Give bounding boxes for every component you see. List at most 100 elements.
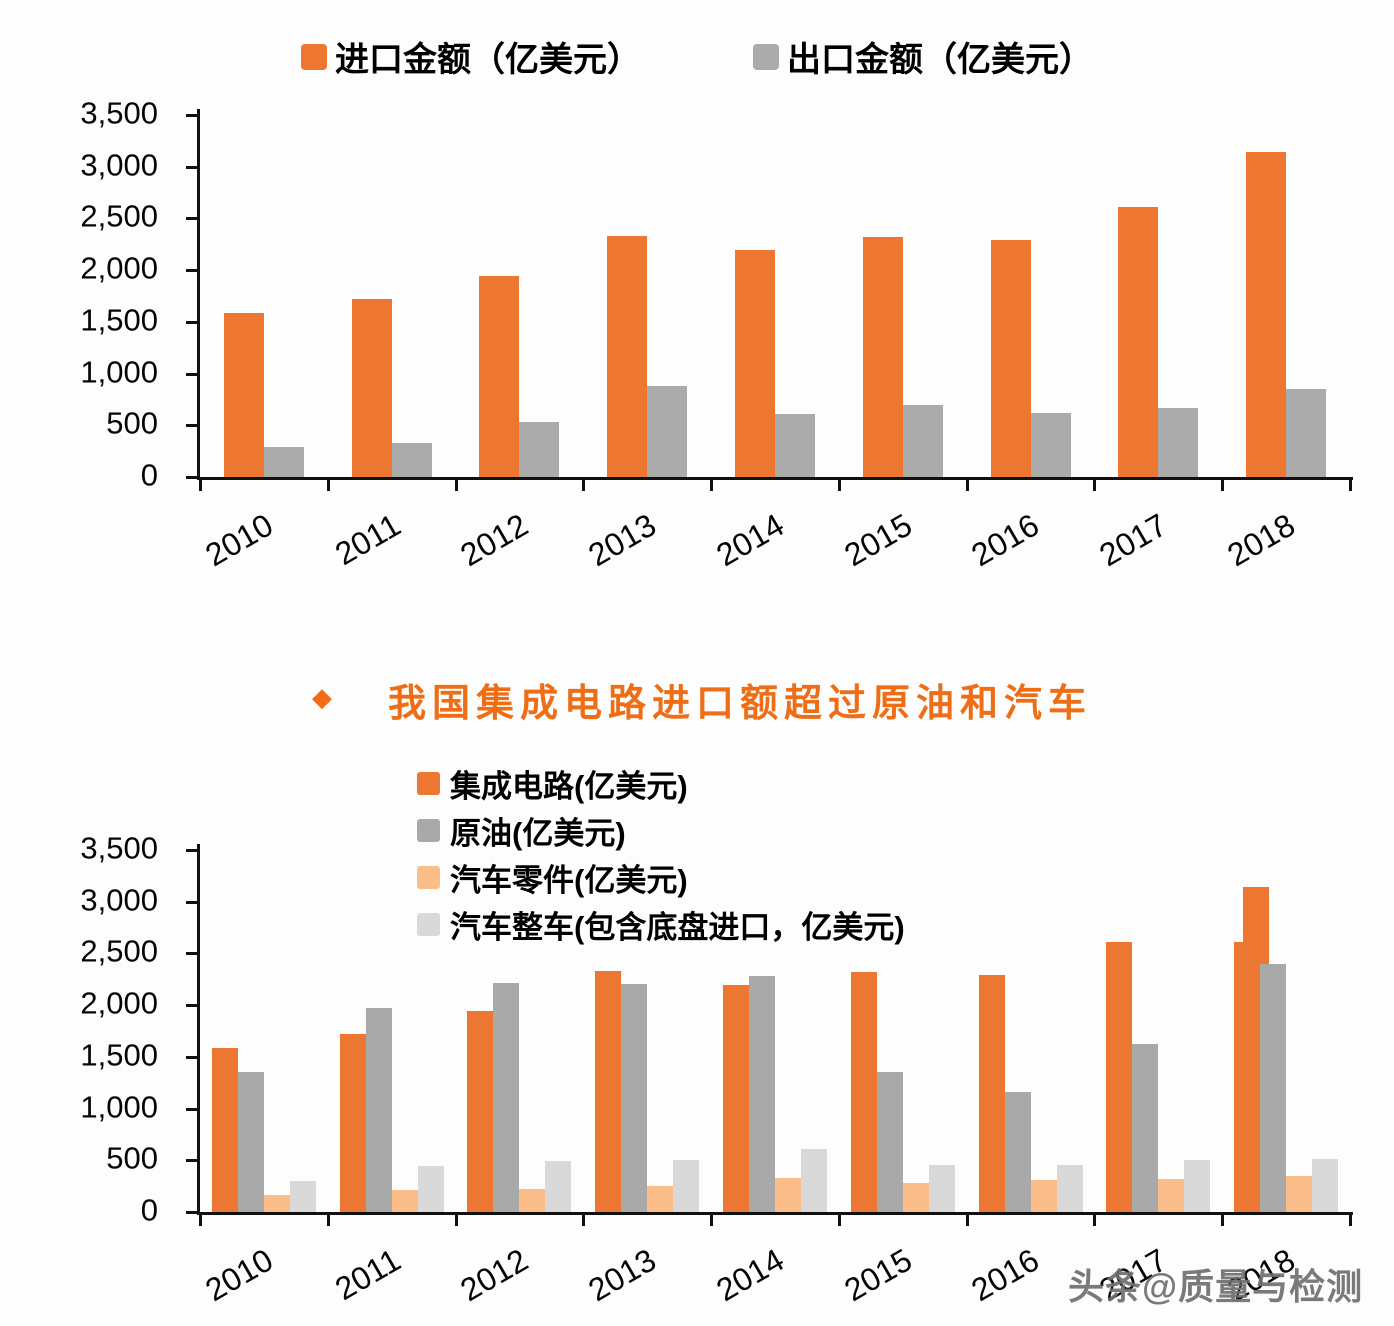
bar-出口金额（亿美元）-2013 xyxy=(647,385,688,477)
y-axis-tick xyxy=(186,165,197,169)
bar-汽车整车(包含底盘进口，亿美元)-2013 xyxy=(673,1159,700,1212)
x-axis-label-2018: 2018 xyxy=(1221,506,1301,574)
crude-oil-series-swatch xyxy=(417,819,440,842)
bar-原油(亿美元)-2016 xyxy=(1004,1091,1031,1212)
x-axis-tick xyxy=(326,1215,330,1226)
bar-集成电路(亿美元)-2017 xyxy=(1106,942,1133,1212)
y-axis-tick xyxy=(186,114,197,117)
bar-汽车整车(包含底盘进口，亿美元)-2017 xyxy=(1184,1159,1211,1212)
bar-出口金额（亿美元）-2012 xyxy=(519,421,560,477)
auto-parts-series-swatch xyxy=(417,866,440,889)
x-axis-tick xyxy=(1221,1215,1225,1226)
legend-label-import: 进口金额（亿美元） xyxy=(335,41,641,79)
x-axis-label-2013: 2013 xyxy=(582,1241,662,1309)
bar-汽车零件(亿美元)-2018 xyxy=(1286,1175,1313,1212)
y-axis-tick xyxy=(186,849,197,852)
x-axis-label-2012: 2012 xyxy=(454,1241,535,1309)
x-axis-tick xyxy=(326,480,330,491)
bar-汽车整车(包含底盘进口，亿美元)-2012 xyxy=(545,1161,572,1212)
x-axis-tick xyxy=(454,1215,458,1226)
bar-进口金额（亿美元）-2018 xyxy=(1246,152,1287,477)
bar-汽车整车(包含底盘进口，亿美元)-2018 xyxy=(1312,1159,1339,1212)
bar-汽车整车(包含底盘进口，亿美元)-2015 xyxy=(928,1165,955,1212)
y-axis-tick-label: 2,500 xyxy=(80,933,158,969)
bar-原油(亿美元)-2014 xyxy=(749,975,775,1212)
bar-原油(亿美元)-2015 xyxy=(876,1072,903,1212)
x-axis-tick xyxy=(710,1215,714,1226)
legend-label-whole-vehicles: 汽车整车(包含底盘进口，亿美元) xyxy=(450,910,905,945)
x-axis-label-2016: 2016 xyxy=(965,1241,1046,1309)
bar-出口金额（亿美元）-2014 xyxy=(775,413,815,477)
bar-汽车零件(亿美元)-2014 xyxy=(775,1177,801,1212)
x-axis-tick xyxy=(1221,480,1225,491)
legend-label-export: 出口金额（亿美元） xyxy=(787,41,1093,79)
y-axis-tick-label: 1,000 xyxy=(80,1089,158,1125)
y-axis-tick xyxy=(186,1004,197,1008)
y-axis-tick-label: 3,500 xyxy=(80,95,158,131)
bar-集成电路(亿美元)-2015 xyxy=(850,972,877,1212)
x-axis-tick xyxy=(199,480,202,491)
y-axis-tick-label: 1,500 xyxy=(80,302,158,338)
legend-item-ic: 集成电路(亿美元) xyxy=(417,760,905,807)
y-axis-tick-label: 0 xyxy=(140,457,158,493)
y-axis-tick-label: 2,000 xyxy=(80,985,158,1021)
x-axis-tick xyxy=(199,1215,202,1226)
bar-汽车零件(亿美元)-2016 xyxy=(1030,1180,1057,1212)
y-axis-tick-label: 0 xyxy=(140,1192,158,1228)
x-axis-tick xyxy=(965,480,969,491)
bar-集成电路(亿美元)-2016 xyxy=(978,975,1005,1212)
x-axis-label-2011: 2011 xyxy=(328,1241,407,1308)
diamond-bullet-icon: ◆ xyxy=(312,682,332,712)
y-axis-tick xyxy=(186,900,197,904)
x-axis-line xyxy=(197,1212,1353,1215)
legend-item-auto-parts: 汽车零件(亿美元) xyxy=(417,854,905,901)
bar-进口金额（亿美元）-2016 xyxy=(990,240,1031,477)
bar-出口金额（亿美元）-2017 xyxy=(1158,407,1199,477)
y-axis-tick-label: 1,000 xyxy=(80,354,158,390)
bar-汽车整车(包含底盘进口，亿美元)-2016 xyxy=(1056,1165,1083,1212)
x-axis-label-2014: 2014 xyxy=(710,1241,790,1309)
x-axis-tick xyxy=(454,480,458,491)
bar-出口金额（亿美元）-2018 xyxy=(1286,389,1327,477)
x-axis-tick xyxy=(582,480,586,491)
bar-出口金额（亿美元）-2016 xyxy=(1030,413,1071,477)
legend-item-import: 进口金额（亿美元） xyxy=(301,32,641,81)
watermark: 头条@质量与检测 xyxy=(1068,1266,1364,1307)
x-axis-label-2010: 2010 xyxy=(198,506,279,574)
bar-原油(亿美元)-2012 xyxy=(493,983,520,1212)
x-axis-tick xyxy=(1093,480,1097,491)
x-axis-label-2010: 2010 xyxy=(198,1241,279,1309)
x-axis-tick xyxy=(1349,1215,1352,1226)
bar-汽车整车(包含底盘进口，亿美元)-2010 xyxy=(289,1180,316,1212)
bar-原油(亿美元)-2011 xyxy=(365,1008,392,1212)
y-axis-tick-label: 3,500 xyxy=(80,830,158,866)
bar-出口金额（亿美元）-2010 xyxy=(263,447,304,477)
bar-出口金额（亿美元）-2015 xyxy=(902,405,943,477)
bar-汽车整车(包含底盘进口，亿美元)-2011 xyxy=(417,1166,444,1212)
y-axis-tick-label: 1,500 xyxy=(80,1037,158,1073)
legend-item-whole-vehicles: 汽车整车(包含底盘进口，亿美元) xyxy=(417,901,905,948)
bar-进口金额（亿美元）-2014 xyxy=(735,250,775,477)
export-series-swatch xyxy=(753,43,779,70)
y-axis-tick xyxy=(186,320,197,324)
x-axis-label-2015: 2015 xyxy=(837,506,918,574)
x-axis-label-2017: 2017 xyxy=(1093,506,1174,574)
bar-集成电路(亿美元)-2013 xyxy=(595,971,622,1212)
x-axis-tick xyxy=(837,480,841,491)
bar-集成电路(亿美元)-2010 xyxy=(211,1047,238,1212)
y-axis-tick xyxy=(186,217,197,221)
import-series-swatch xyxy=(301,43,327,70)
bar-原油(亿美元)-2010 xyxy=(237,1071,264,1212)
legend-label-crude-oil: 原油(亿美元) xyxy=(450,816,626,851)
y-axis-tick xyxy=(186,424,197,428)
y-axis-tick xyxy=(186,476,197,479)
x-axis-tick xyxy=(710,480,714,491)
x-axis-tick xyxy=(1093,1215,1097,1226)
y-axis-tick xyxy=(186,1055,197,1059)
y-axis-tick xyxy=(186,372,197,376)
y-axis-line xyxy=(197,109,200,480)
y-axis-tick xyxy=(186,1211,197,1214)
bar-集成电路(亿美元)-2014 xyxy=(723,985,749,1212)
legend-label-ic: 集成电路(亿美元) xyxy=(450,769,688,804)
